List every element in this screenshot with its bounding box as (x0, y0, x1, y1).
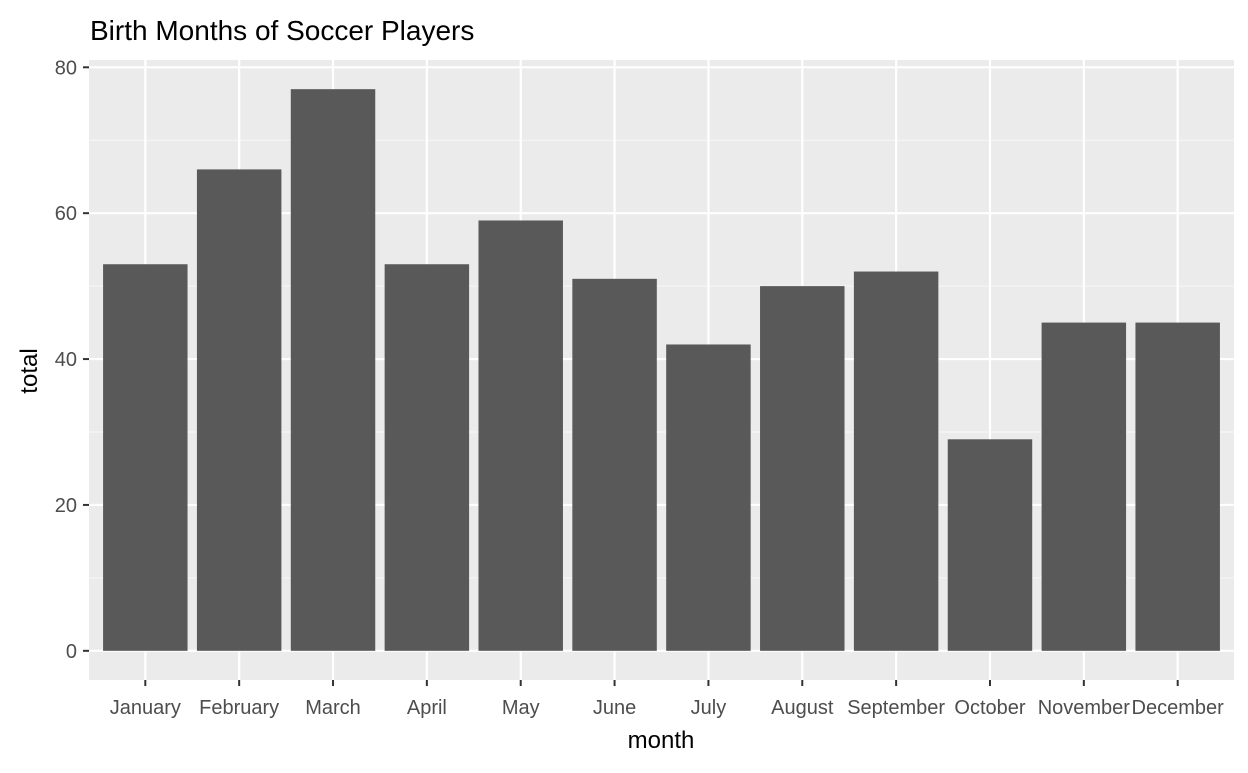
y-tick-label: 0 (66, 641, 77, 663)
x-tick-label: November (1038, 697, 1131, 719)
x-tick-label: September (847, 697, 945, 719)
bar-february (196, 169, 282, 651)
bar-december (1135, 322, 1220, 651)
bar-november (1041, 322, 1127, 651)
bar-march (290, 89, 376, 651)
bar-april (384, 264, 470, 651)
y-axis: 0 20 40 60 80 (55, 57, 89, 663)
x-tick-label: March (305, 697, 361, 719)
x-tick-label: February (199, 697, 279, 719)
y-tick-label: 60 (55, 203, 77, 225)
x-tick-label: January (110, 697, 181, 719)
x-tick-label: August (771, 697, 834, 719)
y-tick-label: 40 (55, 349, 77, 371)
bar-september (853, 271, 939, 651)
bars (103, 89, 1220, 651)
bar-october (947, 439, 1033, 651)
x-tick-label: June (593, 697, 636, 719)
bar-may (478, 220, 563, 651)
y-tick-label: 80 (55, 57, 77, 79)
x-axis: January February March April May June July Augu… (110, 680, 1224, 719)
chart-title: Birth Months of Soccer Players (90, 15, 474, 46)
x-tick-label: May (502, 697, 540, 719)
x-tick-label: October (954, 697, 1025, 719)
bar-january (103, 264, 188, 651)
x-axis-label: month (628, 727, 695, 754)
y-tick-label: 20 (55, 495, 77, 517)
x-tick-label: July (691, 697, 727, 719)
y-axis-label: total (16, 348, 43, 393)
bar-june (572, 278, 657, 651)
x-tick-label: December (1132, 697, 1225, 719)
bar-july (666, 344, 751, 651)
x-tick-label: April (407, 697, 447, 719)
bar-august (760, 286, 845, 651)
